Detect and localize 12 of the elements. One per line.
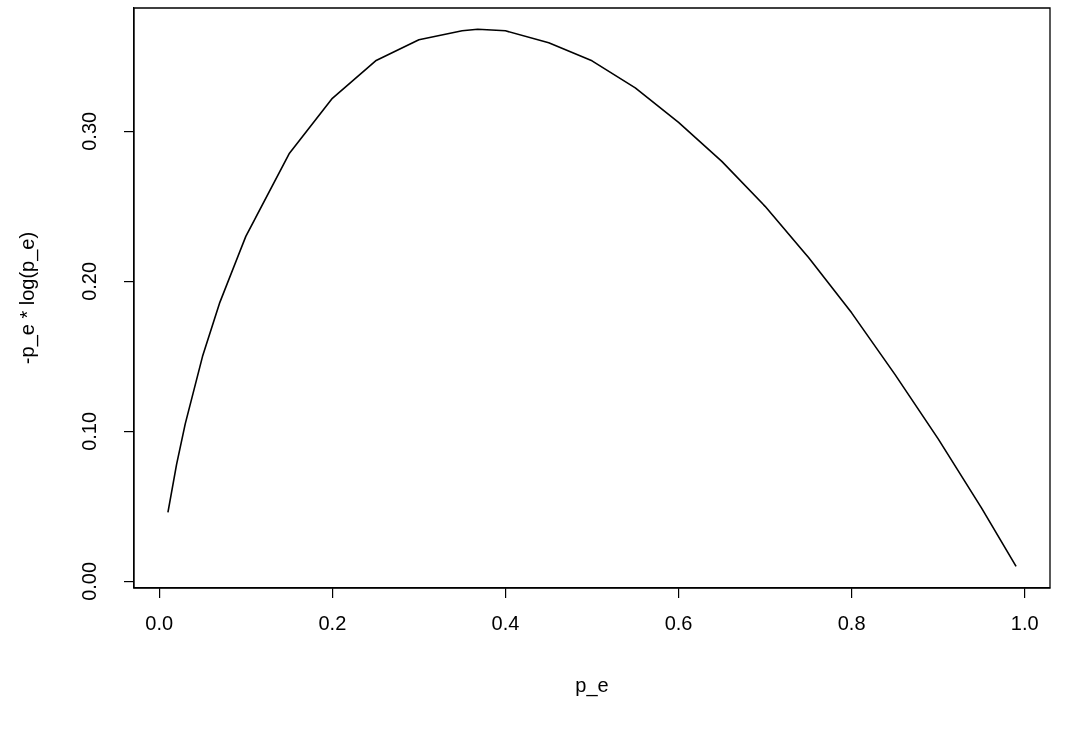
y-axis-title: -p_e * log(p_e) — [15, 231, 39, 365]
y-tick-label: 0.30 — [77, 111, 100, 151]
y-tick-label: 0.20 — [77, 261, 100, 301]
y-tick-label: 0.00 — [77, 561, 100, 601]
y-tick-label: 0.10 — [77, 411, 100, 451]
x-tick-label: 1.0 — [1010, 611, 1039, 634]
x-axis-title: p_e — [575, 673, 609, 697]
x-tick-label: 0.6 — [664, 611, 693, 634]
x-tick-label: 0.0 — [145, 611, 174, 634]
x-tick-label: 0.8 — [837, 611, 866, 634]
x-tick-label: 0.4 — [491, 611, 520, 634]
x-tick-label: 0.2 — [318, 611, 347, 634]
